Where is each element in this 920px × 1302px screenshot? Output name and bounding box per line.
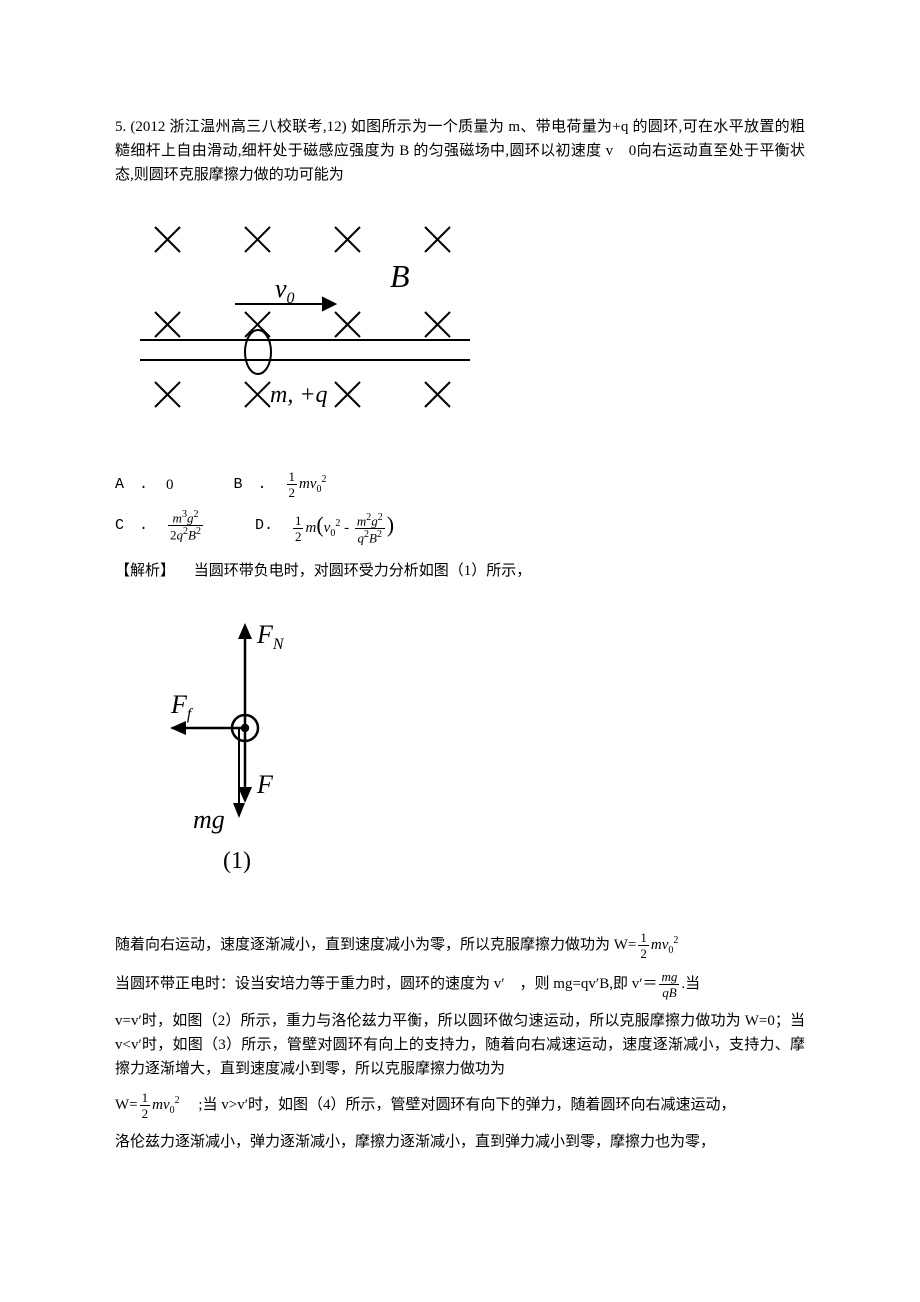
cross-icon bbox=[335, 382, 360, 407]
ring-icon bbox=[245, 330, 271, 374]
cross-icon bbox=[245, 227, 270, 252]
arrow-head-icon bbox=[233, 803, 245, 818]
arrow-head-icon bbox=[323, 298, 335, 310]
v0-label: v0 bbox=[275, 274, 295, 307]
options-block: A . 0 B . 12mv02 C . m3g22q2B2 D. 12m(v0… bbox=[115, 470, 805, 544]
b-label: B bbox=[390, 258, 410, 294]
option-b-value: 12mv02 bbox=[285, 470, 327, 499]
arrow-head-icon bbox=[238, 787, 252, 803]
option-row-ab: A . 0 B . 12mv02 bbox=[115, 470, 805, 499]
cross-icon bbox=[155, 312, 180, 337]
option-a-value: 0 bbox=[166, 473, 174, 497]
analysis-intro: 当圆环带负电时，对圆环受力分析如图（1）所示， bbox=[179, 563, 532, 579]
main-diagram: v0 B m, +q bbox=[115, 212, 805, 440]
explanation-p3: v=v′时，如图（2）所示，重力与洛伦兹力平衡，所以圆环做匀速运动，所以克服摩擦… bbox=[115, 1009, 805, 1081]
explanation-p4: W=12mv02 ;当 v>v′时，如图（4）所示，管壁对圆环有向下的弹力，随着… bbox=[115, 1091, 805, 1120]
cross-icon bbox=[245, 312, 270, 337]
cross-icon bbox=[335, 312, 360, 337]
mg-label: mg bbox=[193, 805, 225, 834]
question-number: 5. bbox=[115, 119, 126, 135]
arrow-head-icon bbox=[170, 721, 186, 735]
cross-icon bbox=[425, 382, 450, 407]
analysis-line: 【解析】 当圆环带负电时，对圆环受力分析如图（1）所示， bbox=[115, 559, 805, 583]
cross-icon bbox=[425, 227, 450, 252]
cross-icon bbox=[245, 382, 270, 407]
cross-icon bbox=[425, 312, 450, 337]
explanation-block: 随着向右运动，速度逐渐减小，直到速度减小为零，所以克服摩擦力做功为 W=12mv… bbox=[115, 931, 805, 1154]
option-c-label: C . bbox=[115, 514, 148, 538]
ring-label: m, +q bbox=[270, 382, 328, 408]
force-diagram: FN Ff F mg (1) bbox=[145, 613, 805, 901]
ring-center bbox=[242, 725, 248, 731]
question-text: 5. (2012 浙江温州高三八校联考,12) 如图所示为一个质量为 m、带电荷… bbox=[115, 115, 805, 187]
fn-label: FN bbox=[256, 620, 285, 653]
option-a-label: A . bbox=[115, 473, 148, 497]
explanation-p1: 随着向右运动，速度逐渐减小，直到速度减小为零，所以克服摩擦力做功为 W=12mv… bbox=[115, 931, 805, 960]
cross-icon bbox=[155, 382, 180, 407]
explanation-p5: 洛伦兹力逐渐减小，弹力逐渐减小，摩擦力逐渐减小，直到弹力减小到零，摩擦力也为零， bbox=[115, 1130, 805, 1154]
explanation-p2: 当圆环带正电时：设当安培力等于重力时，圆环的速度为 v′ ，则 mg=qv′B,… bbox=[115, 970, 805, 999]
option-b-label: B . bbox=[234, 473, 267, 497]
option-row-cd: C . m3g22q2B2 D. 12m(v02 - m2g2q2B2) bbox=[115, 507, 805, 544]
diagram-caption: (1) bbox=[223, 848, 251, 874]
option-d-value: 12m(v02 - m2g2q2B2) bbox=[291, 507, 394, 544]
analysis-label: 【解析】 bbox=[115, 563, 175, 579]
f-label: F bbox=[256, 770, 274, 799]
option-d-label: D. bbox=[255, 514, 273, 538]
cross-icon bbox=[335, 227, 360, 252]
cross-icon bbox=[155, 227, 180, 252]
option-c-value: m3g22q2B2 bbox=[166, 510, 205, 542]
ff-label: Ff bbox=[170, 690, 194, 723]
question-source: (2012 浙江温州高三八校联考,12) bbox=[130, 119, 346, 135]
arrow-head-icon bbox=[238, 623, 252, 639]
